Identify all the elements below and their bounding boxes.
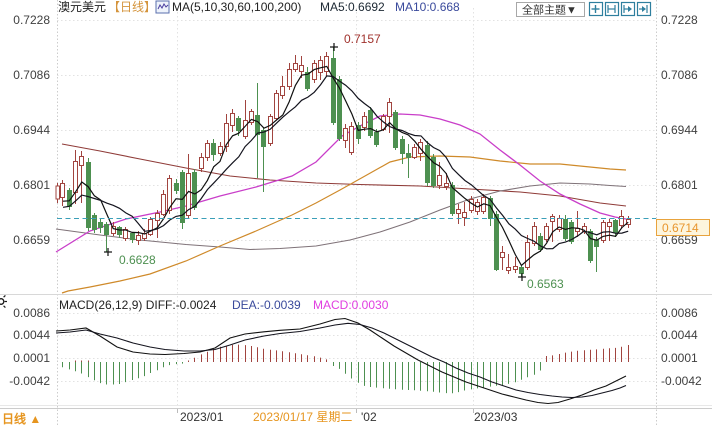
svg-text:0.7228: 0.7228: [661, 13, 698, 27]
svg-text:全部主题▼: 全部主题▼: [522, 3, 577, 17]
svg-text:2023/03: 2023/03: [474, 410, 518, 424]
svg-text:0.6944: 0.6944: [661, 123, 698, 137]
svg-text:0.0044: 0.0044: [661, 328, 698, 342]
svg-text:MA5:0.6692: MA5:0.6692: [320, 0, 385, 14]
svg-text:0.7086: 0.7086: [661, 68, 698, 82]
svg-text:0.6944: 0.6944: [13, 123, 50, 137]
svg-text:日线 ▲: 日线 ▲: [2, 411, 41, 426]
svg-text:澳元美元: 澳元美元: [58, 0, 106, 14]
svg-text:2023/01: 2023/01: [180, 410, 224, 424]
svg-text:MACD(26,12,9) DIFF:-0.0024: MACD(26,12,9) DIFF:-0.0024: [59, 298, 217, 312]
svg-text:2023/01/17 星期二: 2023/01/17 星期二: [253, 410, 352, 424]
svg-text:0.0086: 0.0086: [13, 306, 50, 320]
svg-text:0.6659: 0.6659: [661, 233, 698, 247]
svg-text:0.0044: 0.0044: [13, 328, 50, 342]
svg-text:MA10:0.668: MA10:0.668: [395, 0, 460, 14]
svg-text:0.7228: 0.7228: [13, 13, 50, 27]
svg-text:0.6714: 0.6714: [662, 221, 699, 235]
svg-text:0.7157: 0.7157: [344, 32, 381, 46]
svg-text:0.0086: 0.0086: [661, 306, 698, 320]
svg-text:0.0001: 0.0001: [13, 351, 50, 365]
svg-text:0.6563: 0.6563: [527, 277, 564, 291]
svg-text:0.6801: 0.6801: [661, 178, 698, 192]
svg-text:0.6628: 0.6628: [119, 253, 156, 267]
svg-text:0.6801: 0.6801: [13, 178, 50, 192]
svg-text:0.0001: 0.0001: [661, 351, 698, 365]
svg-text:【日线】: 【日线】: [108, 0, 156, 14]
svg-text:MA(5,10,30,60,100,200): MA(5,10,30,60,100,200): [172, 0, 301, 14]
svg-text:0.6659: 0.6659: [13, 233, 50, 247]
svg-text:-0.0042: -0.0042: [661, 374, 702, 388]
svg-text:-0.0042: -0.0042: [9, 374, 50, 388]
svg-text:0.7086: 0.7086: [13, 68, 50, 82]
svg-text:DEA:-0.0039: DEA:-0.0039: [232, 298, 301, 312]
svg-text:MACD:0.0030: MACD:0.0030: [313, 298, 389, 312]
svg-text:'02: '02: [361, 410, 377, 424]
